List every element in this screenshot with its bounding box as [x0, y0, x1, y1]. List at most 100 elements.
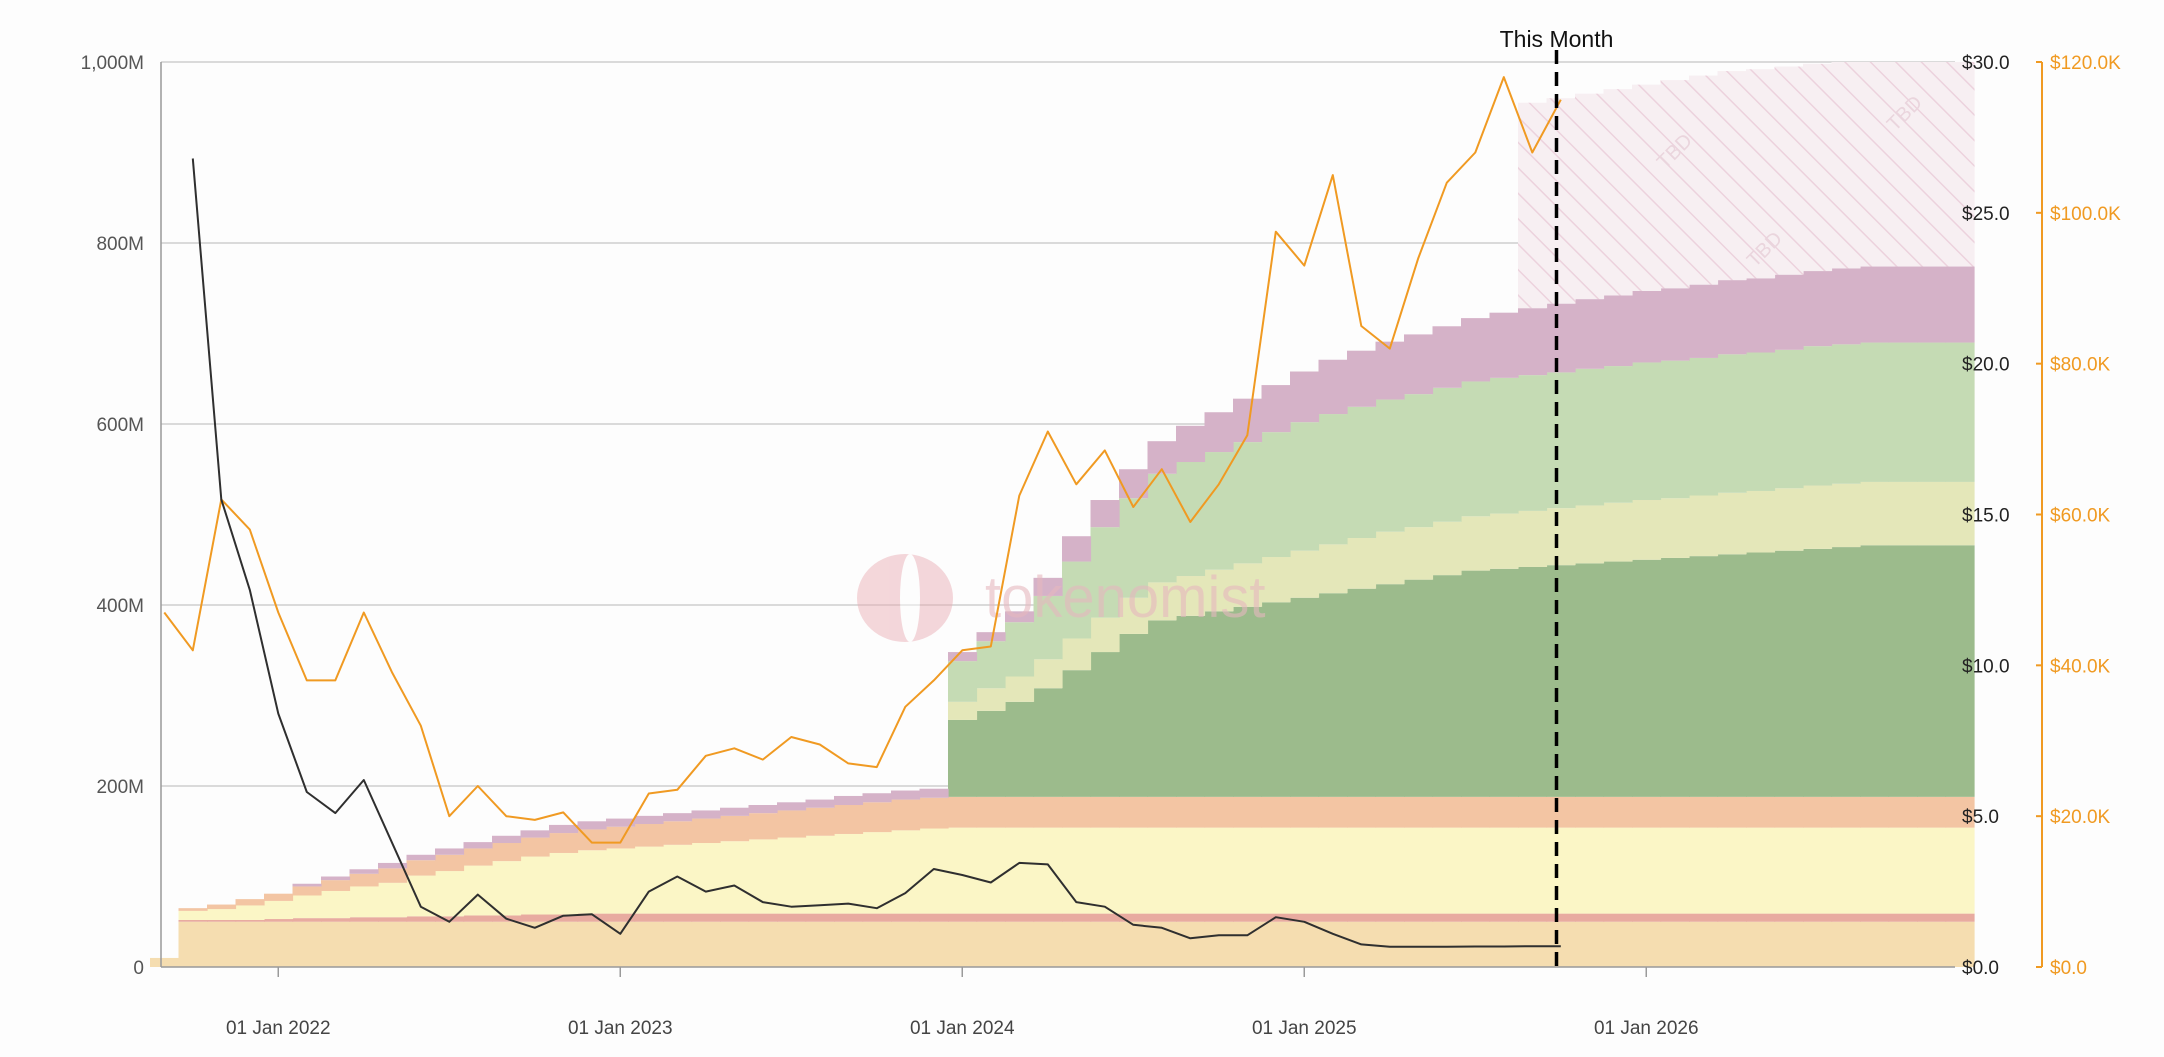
area-bar	[1717, 921, 1747, 967]
area-bar	[805, 913, 835, 922]
x-tick-label: 01 Jan 2025	[1252, 1018, 1357, 1039]
tbd-bar	[1689, 75, 1719, 285]
area-bar	[1090, 921, 1120, 967]
area-bar	[1746, 490, 1776, 553]
area-bar	[1147, 913, 1177, 922]
area-bar	[520, 837, 550, 857]
area-bar	[1290, 597, 1320, 797]
area-bar	[321, 890, 351, 919]
area-bar	[748, 921, 778, 967]
area-bar	[1803, 913, 1833, 922]
area-bar	[1632, 913, 1662, 922]
area-bar	[1090, 500, 1120, 528]
area-bar	[1746, 796, 1776, 828]
area-bar	[1432, 326, 1462, 388]
area-bar	[549, 921, 579, 967]
area-bar	[1432, 827, 1462, 914]
area-bar	[1033, 595, 1063, 660]
area-bar	[463, 842, 493, 849]
area-bar	[1147, 921, 1177, 967]
area-bar	[1005, 676, 1035, 702]
area-bar	[1375, 913, 1405, 922]
area-bar	[520, 914, 550, 922]
area-bar	[1803, 346, 1833, 486]
area-bar	[862, 832, 892, 914]
area-bar	[834, 833, 864, 914]
area-bar	[634, 921, 664, 967]
area-bar	[1261, 796, 1291, 828]
area-bar	[1575, 368, 1605, 506]
area-bar	[1347, 827, 1377, 914]
area-bar	[663, 821, 693, 845]
area-bar	[1119, 597, 1149, 634]
y-btc-tick-label: $80.0K	[2050, 355, 2111, 376]
series-s8	[292, 266, 1975, 887]
area-bar	[1090, 913, 1120, 922]
y-price-tick-label: $10.0	[1962, 656, 2010, 677]
area-bar	[1860, 545, 1890, 797]
area-bar	[1888, 913, 1918, 922]
area-bar	[235, 919, 265, 922]
area-bar	[1746, 278, 1776, 353]
area-bar	[1432, 387, 1462, 522]
area-bar	[663, 921, 693, 967]
area-bar	[1461, 516, 1491, 571]
area-bar	[948, 913, 978, 922]
area-bar	[1660, 498, 1690, 558]
this-month-label: This Month	[1500, 26, 1614, 52]
area-bar	[1261, 557, 1291, 603]
area-bar	[1318, 913, 1348, 922]
series-s5	[948, 545, 1975, 797]
area-bar	[720, 807, 750, 816]
area-bar	[834, 805, 864, 834]
area-bar	[891, 790, 921, 800]
area-bar	[1546, 913, 1576, 922]
area-bar	[549, 914, 579, 922]
area-bar	[1090, 796, 1120, 828]
area-bar	[1033, 921, 1063, 967]
area-bar	[691, 843, 721, 914]
tbd-bar	[1746, 69, 1776, 279]
area-bar	[691, 913, 721, 922]
y-btc-tick-label: $120.0K	[2050, 53, 2121, 74]
area-bar	[834, 921, 864, 967]
area-bar	[1689, 556, 1719, 797]
area-bar	[1689, 913, 1719, 922]
area-bar	[321, 921, 351, 967]
y-btc-tick-label: $0.0	[2050, 958, 2087, 979]
area-bar	[378, 882, 408, 918]
area-bar	[1489, 377, 1519, 514]
area-bar	[1461, 827, 1491, 914]
area-bar	[1461, 921, 1491, 967]
axes: 0 200M 400M 600M 800M 1,000M $0.0 $5.0 $10.0 $15.…	[81, 53, 2121, 1039]
area-bar	[1461, 381, 1491, 517]
y-price-tick-label: $25.0	[1962, 204, 2010, 225]
area-bar	[1831, 796, 1861, 828]
area-bar	[1803, 548, 1833, 797]
area-bar	[1575, 505, 1605, 564]
area-bar	[1660, 827, 1690, 914]
area-bar	[862, 921, 892, 967]
area-bar	[1575, 796, 1605, 828]
area-bar	[1290, 796, 1320, 828]
y-price-tick-label: $0.0	[1962, 958, 1999, 979]
area-bar	[1546, 921, 1576, 967]
area-bar	[1119, 796, 1149, 828]
area-bar	[1717, 827, 1747, 914]
area-bar	[862, 802, 892, 833]
y-left-tick-label: 1,000M	[81, 53, 144, 74]
area-bar	[919, 913, 949, 922]
area-bar	[1888, 545, 1918, 797]
area-bar	[777, 837, 807, 914]
area-bar	[1290, 550, 1320, 598]
area-bar	[349, 886, 379, 918]
area-bar	[520, 830, 550, 838]
area-bar	[1831, 913, 1861, 922]
area-bar	[777, 913, 807, 922]
area-bar	[948, 719, 978, 797]
area-bar	[606, 848, 636, 914]
area-bar	[691, 921, 721, 967]
area-bar	[1888, 921, 1918, 967]
area-bar	[976, 688, 1006, 711]
